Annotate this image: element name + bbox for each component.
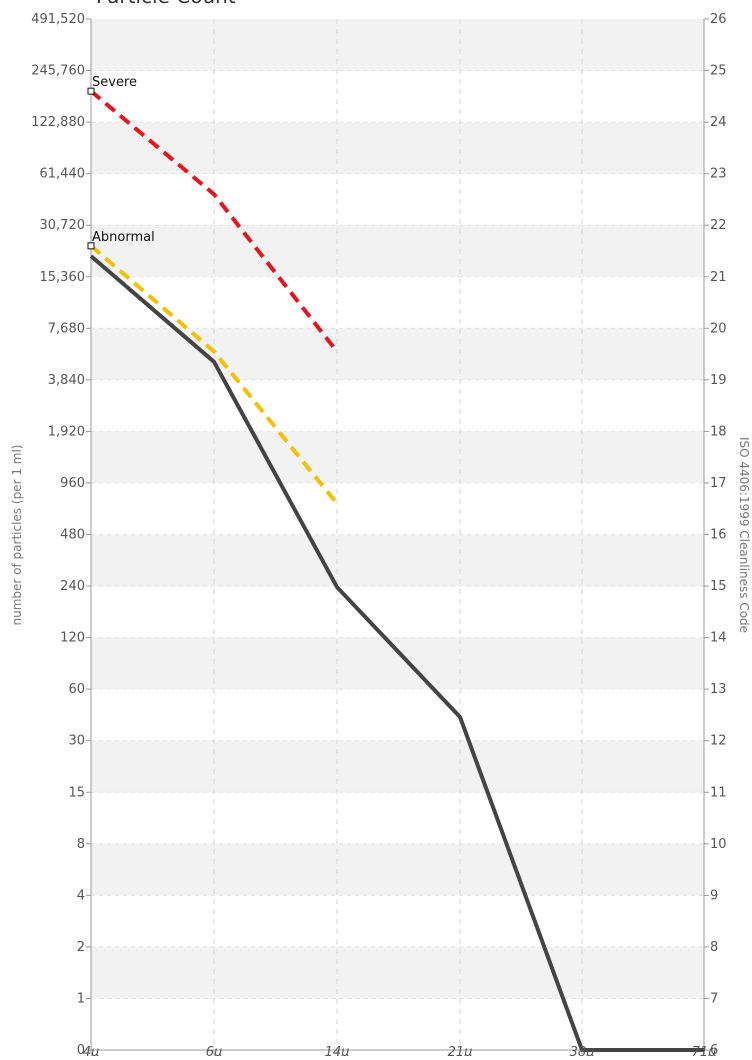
tick-labels: 012481530601202404809601,9203,8407,68015… — [31, 12, 727, 1060]
grid-band — [91, 946, 704, 999]
y-left-tick-label: 2 — [77, 940, 85, 955]
y-left-tick-label: 30,720 — [40, 218, 86, 233]
series-lines — [89, 89, 704, 1052]
y-right-tick-label: 7 — [710, 991, 718, 1006]
x-tick-label: 71μ — [692, 1045, 717, 1056]
series-label-severe: Severe — [92, 75, 137, 90]
series-line-abnormal — [89, 244, 339, 505]
y-right-tick-label: 14 — [710, 631, 727, 646]
y-right-tick-label: 22 — [710, 218, 727, 233]
series-label-abnormal: Abnormal — [92, 230, 155, 245]
grid-band — [91, 225, 704, 277]
series-line-measured — [89, 254, 704, 1052]
grid-band — [91, 328, 704, 380]
y-right-tick-label: 13 — [710, 682, 727, 697]
y-right-tick-label: 23 — [710, 167, 727, 182]
grid-band — [91, 19, 704, 71]
y-right-tick-label: 16 — [710, 528, 727, 543]
y-right-tick-label: 18 — [710, 424, 727, 439]
y-left-tick-label: 1,920 — [48, 424, 85, 439]
y-left-tick-label: 60 — [68, 682, 85, 697]
y-left-tick-label: 7,680 — [48, 321, 85, 336]
y-right-tick-label: 19 — [710, 373, 727, 388]
y-right-tick-label: 20 — [710, 321, 727, 336]
y-left-tick-label: 1 — [77, 991, 85, 1006]
y-right-tick-label: 25 — [710, 64, 727, 79]
y-right-tick-label: 15 — [710, 579, 727, 594]
y-left-tick-label: 30 — [68, 734, 85, 749]
x-tick-label: 6μ — [206, 1045, 223, 1056]
y-axis-left-title: number of particles (per 1 ml) — [10, 445, 24, 626]
y-right-tick-label: 17 — [710, 476, 727, 491]
y-right-tick-label: 9 — [710, 888, 718, 903]
x-tick-label: 21μ — [448, 1045, 473, 1056]
y-left-tick-label: 245,760 — [31, 64, 85, 79]
y-right-tick-label: 11 — [710, 785, 727, 800]
y-left-tick-label: 4 — [77, 888, 85, 903]
grid-band — [91, 431, 704, 483]
y-right-tick-label: 8 — [710, 940, 718, 955]
y-right-tick-label: 26 — [710, 12, 727, 27]
series-marker-abnormal — [87, 242, 95, 250]
y-left-tick-label: 15,360 — [40, 270, 86, 285]
x-tick-label: 14μ — [325, 1045, 350, 1056]
y-right-tick-label: 10 — [710, 837, 727, 852]
series-marker-severe — [87, 87, 95, 95]
y-right-tick-label: 12 — [710, 734, 727, 749]
vertical-gridlines — [213, 19, 583, 1050]
chart-title: Particle Count — [96, 0, 236, 8]
grid-band — [91, 534, 704, 587]
y-left-tick-label: 120 — [60, 631, 85, 646]
y-left-tick-label: 480 — [60, 528, 85, 543]
y-left-tick-label: 8 — [77, 837, 85, 852]
series-line-severe — [89, 89, 339, 353]
y-left-tick-label: 61,440 — [40, 167, 86, 182]
grid-band — [91, 637, 704, 690]
y-left-tick-label: 15 — [68, 785, 85, 800]
x-tick-label: 4μ — [83, 1045, 100, 1056]
y-left-tick-label: 960 — [60, 476, 85, 491]
series-markers: Abnormal Severe — [87, 75, 155, 250]
y-right-tick-label: 6 — [710, 1043, 718, 1056]
y-left-tick-label: 0 — [77, 1043, 85, 1056]
x-tick-label: 38μ — [570, 1045, 595, 1056]
y-left-tick-label: 491,520 — [31, 12, 85, 27]
y-left-tick-label: 122,880 — [31, 115, 85, 130]
y-left-tick-label: 3,840 — [48, 373, 85, 388]
grid-band — [91, 122, 704, 174]
y-left-tick-label: 240 — [60, 579, 85, 594]
grid-band — [91, 843, 704, 896]
grid-band — [91, 740, 704, 793]
y-right-tick-label: 24 — [710, 115, 727, 130]
y-axis-right-title: ISO 4406:1999 Cleanliness Code — [737, 437, 751, 633]
grid-bands — [91, 19, 704, 999]
y-right-tick-label: 21 — [710, 270, 727, 285]
